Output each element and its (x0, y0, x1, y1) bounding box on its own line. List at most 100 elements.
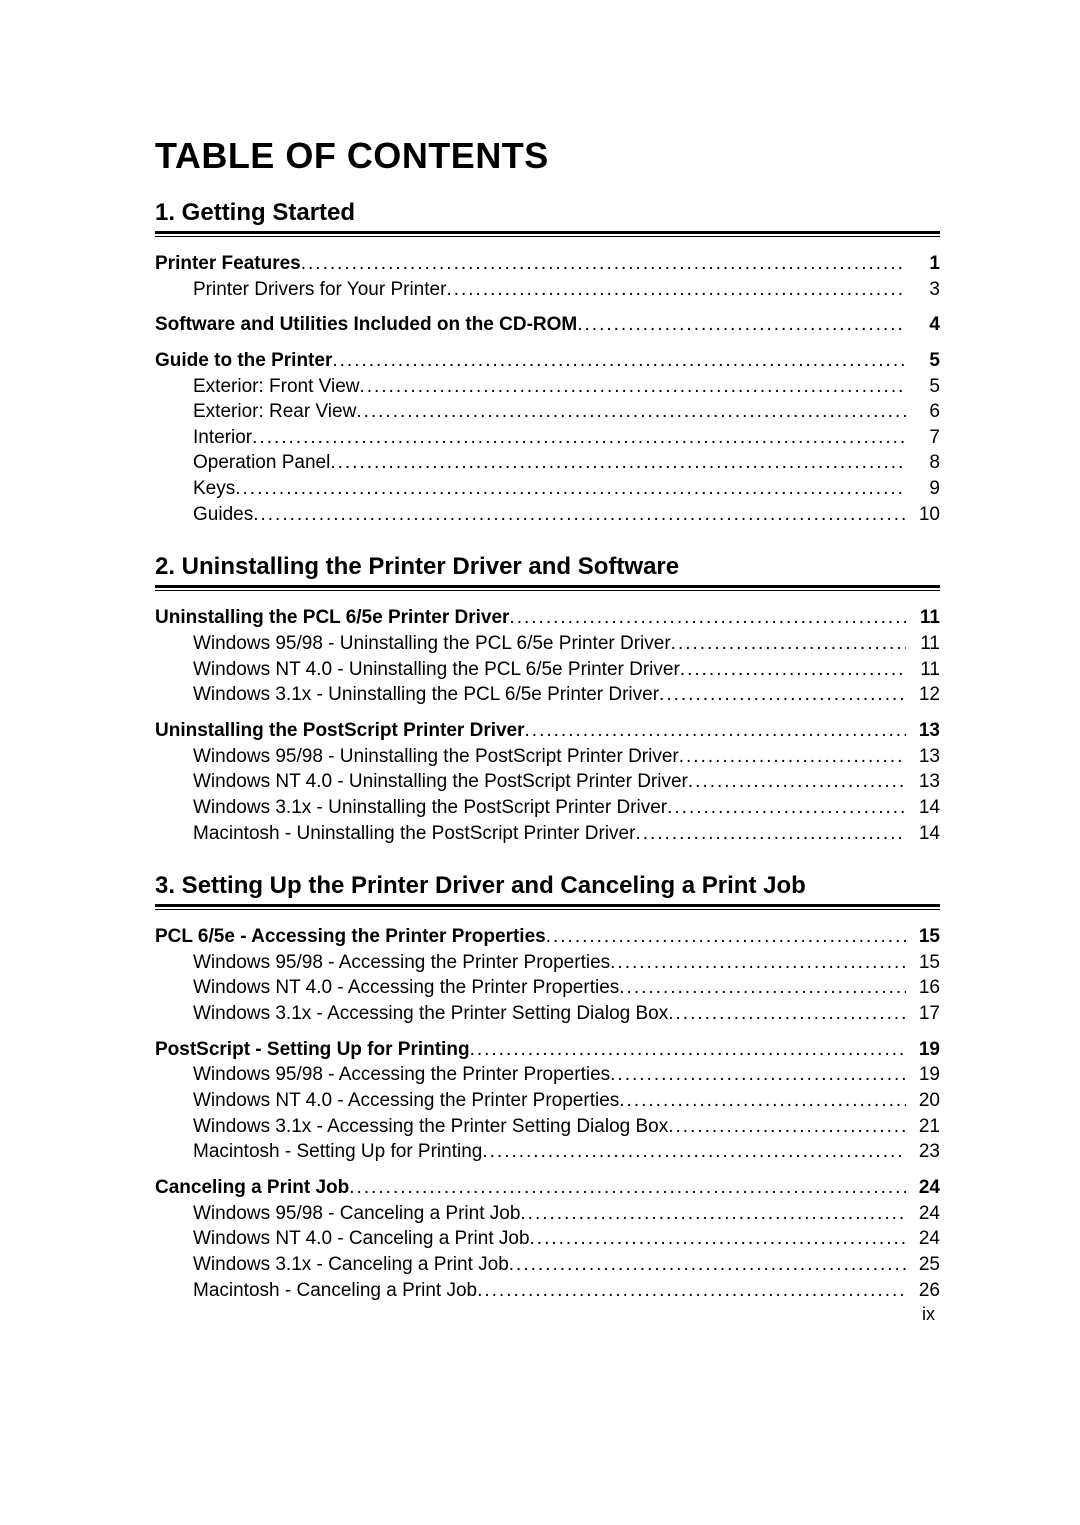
toc-label: Guides (155, 502, 253, 528)
chapter-rule (155, 904, 940, 910)
chapter-heading: 1. Getting Started (155, 199, 940, 227)
toc-page: 24 (906, 1226, 940, 1252)
toc-leader: ........................................… (668, 1114, 906, 1140)
toc-leader: ........................................… (530, 1226, 906, 1252)
toc-label: PostScript - Setting Up for Printing (155, 1037, 470, 1063)
toc-page: 13 (906, 718, 940, 744)
toc-page: 9 (906, 476, 940, 502)
page-container: TABLE OF CONTENTS 1. Getting StartedPrin… (0, 0, 1080, 1303)
toc-row: Windows 3.1x - Canceling a Print Job....… (155, 1252, 940, 1278)
toc-leader: ........................................… (667, 795, 906, 821)
toc-page: 8 (906, 450, 940, 476)
section-group: Uninstalling the PCL 6/5e Printer Driver… (155, 605, 940, 708)
toc-label: Windows 3.1x - Uninstalling the PCL 6/5e… (155, 682, 659, 708)
toc-label: Windows 3.1x - Canceling a Print Job (155, 1252, 509, 1278)
toc-row: Macintosh - Canceling a Print Job.......… (155, 1278, 940, 1304)
toc-leader: ........................................… (679, 744, 906, 770)
chapter-heading: 2. Uninstalling the Printer Driver and S… (155, 553, 940, 581)
toc-leader: ........................................… (359, 374, 906, 400)
toc-leader: ........................................… (330, 450, 906, 476)
toc-label: Windows 3.1x - Uninstalling the PostScri… (155, 795, 667, 821)
toc-leader: ........................................… (252, 425, 906, 451)
toc-row: Windows NT 4.0 - Accessing the Printer P… (155, 975, 940, 1001)
toc-page: 21 (906, 1114, 940, 1140)
section-group: PostScript - Setting Up for Printing....… (155, 1037, 940, 1165)
toc-leader: ........................................… (619, 1088, 906, 1114)
chapter-rule (155, 585, 940, 591)
toc-row: Windows 3.1x - Uninstalling the PCL 6/5e… (155, 682, 940, 708)
toc-leader: ........................................… (446, 277, 906, 303)
chapter-rule (155, 231, 940, 237)
toc-page: 5 (906, 374, 940, 400)
toc-label: Windows NT 4.0 - Accessing the Printer P… (155, 1088, 619, 1114)
toc-leader: ........................................… (482, 1139, 906, 1165)
toc-row: Windows 95/98 - Uninstalling the PostScr… (155, 744, 940, 770)
toc-leader: ........................................… (520, 1201, 906, 1227)
section-group: Software and Utilities Included on the C… (155, 312, 940, 338)
toc-label: Windows 95/98 - Uninstalling the PCL 6/5… (155, 631, 671, 657)
toc-row: Guides..................................… (155, 502, 940, 528)
toc-page: 14 (906, 821, 940, 847)
toc-page: 17 (906, 1001, 940, 1027)
toc-label: Windows 95/98 - Uninstalling the PostScr… (155, 744, 679, 770)
chapter-block: 1. Getting Started Printer Features......… (155, 199, 940, 527)
toc-row: Canceling a Print Job...................… (155, 1175, 940, 1201)
toc-leader: ........................................… (301, 251, 906, 277)
toc-label: Operation Panel (155, 450, 330, 476)
chapter-block: 3. Setting Up the Printer Driver and Can… (155, 872, 940, 1303)
toc-label: Guide to the Printer (155, 348, 332, 374)
toc-row: Windows 95/98 - Uninstalling the PCL 6/5… (155, 631, 940, 657)
toc-page: 19 (906, 1062, 940, 1088)
toc-page: 24 (906, 1201, 940, 1227)
toc-row: Macintosh - Setting Up for Printing.....… (155, 1139, 940, 1165)
toc-label: Windows 95/98 - Accessing the Printer Pr… (155, 1062, 610, 1088)
toc-leader: ........................................… (332, 348, 906, 374)
toc-leader: ........................................… (356, 399, 906, 425)
toc-label: Software and Utilities Included on the C… (155, 312, 577, 338)
toc-leader: ........................................… (577, 312, 906, 338)
toc-row: Windows 95/98 - Accessing the Printer Pr… (155, 1062, 940, 1088)
toc-row: Windows NT 4.0 - Canceling a Print Job..… (155, 1226, 940, 1252)
toc-leader: ........................................… (525, 718, 906, 744)
toc-row: Exterior: Rear View.....................… (155, 399, 940, 425)
toc-label: Uninstalling the PCL 6/5e Printer Driver (155, 605, 509, 631)
toc-label: Uninstalling the PostScript Printer Driv… (155, 718, 525, 744)
toc-label: Windows 95/98 - Accessing the Printer Pr… (155, 950, 610, 976)
toc-label: Exterior: Front View (155, 374, 359, 400)
toc-row: Operation Panel.........................… (155, 450, 940, 476)
toc-page: 15 (906, 950, 940, 976)
toc-page: 5 (906, 348, 940, 374)
toc-row: Exterior: Front View....................… (155, 374, 940, 400)
toc-leader: ........................................… (635, 821, 906, 847)
chapter-block: 2. Uninstalling the Printer Driver and S… (155, 553, 940, 846)
toc-leader: ........................................… (688, 769, 906, 795)
toc-page: 7 (906, 425, 940, 451)
toc-label: Macintosh - Canceling a Print Job (155, 1278, 477, 1304)
section-group: Uninstalling the PostScript Printer Driv… (155, 718, 940, 846)
toc-row: Windows NT 4.0 - Uninstalling the PostSc… (155, 769, 940, 795)
toc-page: 16 (906, 975, 940, 1001)
toc-page: 25 (906, 1252, 940, 1278)
toc-label: Windows NT 4.0 - Accessing the Printer P… (155, 975, 619, 1001)
toc-page: 11 (906, 657, 940, 683)
toc-page: 11 (906, 605, 940, 631)
toc-leader: ........................................… (610, 1062, 906, 1088)
toc-page: 19 (906, 1037, 940, 1063)
toc-page: 26 (906, 1278, 940, 1304)
toc-row: Windows 95/98 - Canceling a Print Job...… (155, 1201, 940, 1227)
toc-page: 15 (906, 924, 940, 950)
toc-leader: ........................................… (349, 1175, 906, 1201)
section-group: Canceling a Print Job...................… (155, 1175, 940, 1303)
toc-row: Windows 3.1x - Accessing the Printer Set… (155, 1001, 940, 1027)
toc-leader: ........................................… (546, 924, 906, 950)
toc-row: Windows NT 4.0 - Accessing the Printer P… (155, 1088, 940, 1114)
toc-label: Windows NT 4.0 - Uninstalling the PCL 6/… (155, 657, 680, 683)
toc-leader: ........................................… (235, 476, 906, 502)
toc-label: Macintosh - Setting Up for Printing (155, 1139, 482, 1165)
toc-label: Printer Features (155, 251, 301, 277)
page-number: ix (922, 1304, 935, 1325)
toc-leader: ........................................… (253, 502, 906, 528)
toc-page: 12 (906, 682, 940, 708)
toc-label: Interior (155, 425, 252, 451)
section-group: PCL 6/5e - Accessing the Printer Propert… (155, 924, 940, 1027)
